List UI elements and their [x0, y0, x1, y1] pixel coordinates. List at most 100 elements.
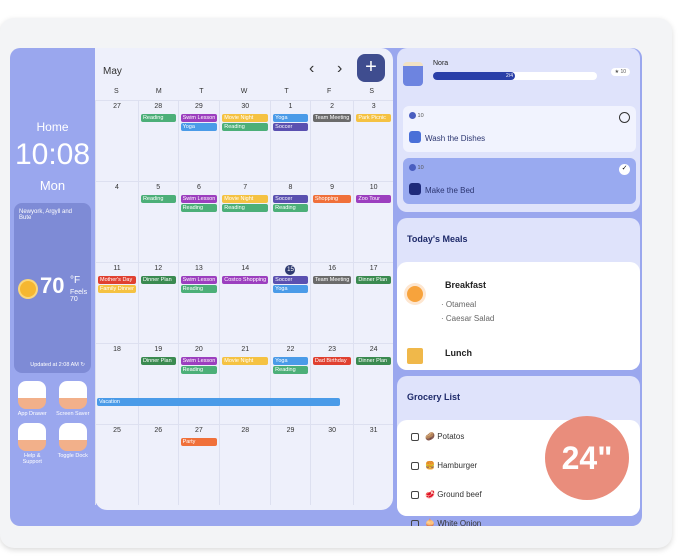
day-cell[interactable]: 23 Dad Birthday	[309, 343, 354, 424]
calendar-event[interactable]: Reading	[180, 285, 218, 293]
calendar-event[interactable]: Reading	[180, 366, 218, 374]
calendar-event[interactable]: Movie Night	[222, 195, 269, 203]
day-cell[interactable]: 16 Team Meeting	[309, 262, 354, 343]
day-cell[interactable]: 19 Dinner Plan	[137, 343, 178, 424]
day-cell[interactable]: 26	[137, 424, 178, 505]
calendar-event[interactable]: Team Meeting	[312, 114, 352, 122]
calendar-event[interactable]: Dinner Plan	[140, 357, 176, 365]
toggle-dock-button[interactable]: Toggle Dock	[55, 423, 92, 465]
calendar-event[interactable]: Reading	[273, 366, 308, 374]
day-cell[interactable]: 8 Soccer Reading	[270, 181, 310, 262]
calendar-event[interactable]: Movie Night	[222, 114, 269, 122]
calendar-event[interactable]: Reading	[222, 123, 269, 131]
calendar-event[interactable]: Soccer	[273, 123, 308, 131]
day-cell[interactable]: 18	[95, 343, 138, 424]
avatar[interactable]	[403, 62, 423, 86]
day-cell[interactable]: 24 Dinner Plan	[353, 343, 393, 424]
calendar-event[interactable]: Reading	[140, 195, 176, 203]
day-cell[interactable]: 4	[95, 181, 138, 262]
day-cell[interactable]: 30	[309, 424, 354, 505]
day-cell[interactable]: 3 Park Picnic	[353, 100, 393, 181]
day-cell[interactable]: 9 Shopping	[309, 181, 354, 262]
grocery-item[interactable]: 🧅 White Onion	[411, 519, 481, 526]
task-make-bed[interactable]: 10 Make the Bed ✓	[403, 158, 636, 204]
help-support-button[interactable]: Help & Support	[14, 423, 51, 465]
day-cell[interactable]: 25	[95, 424, 138, 505]
shortcut-label: Toggle Dock	[57, 453, 88, 459]
calendar-event[interactable]: Dinner Plan	[140, 276, 176, 284]
task-checkbox-checked[interactable]: ✓	[619, 164, 630, 175]
calendar-event[interactable]: Soccer	[273, 276, 308, 284]
calendar-event[interactable]: Reading	[222, 204, 269, 212]
calendar-event[interactable]: Family Dinner	[98, 285, 136, 293]
day-cell[interactable]: 7 Movie Night Reading	[219, 181, 271, 262]
calendar-event[interactable]: Park Picnic	[356, 114, 391, 122]
calendar-event[interactable]: Yoga	[273, 357, 308, 365]
calendar-event[interactable]: Yoga	[273, 114, 308, 122]
day-cell[interactable]: 2 Team Meeting	[309, 100, 354, 181]
day-cell[interactable]: 20 Swim Lesson Reading	[177, 343, 220, 424]
day-cell[interactable]: 1 Yoga Soccer	[270, 100, 310, 181]
food-icon: 🥩	[425, 490, 435, 499]
day-cell[interactable]: 22 Yoga Reading	[270, 343, 310, 424]
calendar-event[interactable]: Shopping	[312, 195, 352, 203]
calendar-event[interactable]: Costco Shopping	[222, 276, 269, 284]
calendar-event[interactable]: Dinner Plan	[356, 276, 391, 284]
calendar-event[interactable]: Dinner Plan	[356, 357, 391, 365]
meal-breakfast[interactable]: Breakfast	[445, 280, 487, 290]
day-cell[interactable]: 29 Swim Lesson Yoga	[177, 100, 220, 181]
grocery-item[interactable]: 🍔 Hamburger	[411, 461, 477, 470]
calendar-event[interactable]: Mother's Day	[98, 276, 136, 284]
weather-widget[interactable]: Newyork, Argyll and Bute 70 °F Feels 70 …	[14, 203, 91, 373]
day-cell[interactable]: 13 Swim Lesson Reading	[177, 262, 220, 343]
day-cell[interactable]: 11 Mother's Day Family Dinner	[95, 262, 138, 343]
prev-month-button[interactable]: ‹	[309, 60, 315, 77]
meal-lunch[interactable]: Lunch	[445, 348, 472, 358]
task-checkbox[interactable]	[619, 112, 630, 123]
day-cell[interactable]: 28	[219, 424, 271, 505]
screen-saver-button[interactable]: Screen Saver	[55, 381, 92, 417]
calendar-event[interactable]: Yoga	[180, 123, 218, 131]
item-checkbox[interactable]	[411, 490, 419, 499]
add-event-button[interactable]: +	[357, 54, 385, 82]
item-checkbox[interactable]	[411, 461, 419, 470]
app-drawer-button[interactable]: App Drawer	[14, 381, 51, 417]
calendar-event[interactable]: Reading	[273, 204, 308, 212]
calendar-event[interactable]: Reading	[140, 114, 176, 122]
grocery-item[interactable]: 🥔 Potatos	[411, 432, 464, 441]
calendar-event[interactable]: Soccer	[273, 195, 308, 203]
calendar-event[interactable]: Reading	[180, 204, 218, 212]
day-cell[interactable]: 27 Party	[177, 424, 220, 505]
day-cell[interactable]: 14 Costco Shopping	[219, 262, 271, 343]
calendar-event[interactable]: Yoga	[273, 285, 308, 293]
calendar-event[interactable]: Swim Lesson	[180, 276, 218, 284]
item-checkbox[interactable]	[411, 519, 419, 526]
calendar-event[interactable]: Party	[180, 438, 218, 446]
shortcut-label: Screen Saver	[56, 411, 90, 417]
next-month-button[interactable]: ›	[337, 60, 343, 77]
calendar-event[interactable]: Movie Night	[222, 357, 269, 365]
calendar-event[interactable]: Swim Lesson	[180, 114, 218, 122]
calendar-event[interactable]: Dad Birthday	[312, 357, 352, 365]
day-cell[interactable]: 10 Zoo Tour	[353, 181, 393, 262]
event-vacation[interactable]: Vacation	[97, 398, 340, 406]
day-cell[interactable]: 31	[353, 424, 393, 505]
calendar-event[interactable]: Swim Lesson	[180, 195, 218, 203]
task-wash-dishes[interactable]: 10 Wash the Dishes	[403, 106, 636, 152]
day-cell[interactable]: 6 Swim Lesson Reading	[177, 181, 220, 262]
calendar-event[interactable]: Swim Lesson	[180, 357, 218, 365]
day-cell[interactable]: 28 Reading	[137, 100, 178, 181]
item-checkbox[interactable]	[411, 432, 419, 441]
day-cell[interactable]: 21 Movie Night	[219, 343, 271, 424]
day-cell[interactable]: 17 Dinner Plan	[353, 262, 393, 343]
day-cell[interactable]: 5 Reading	[137, 181, 178, 262]
calendar-event[interactable]: Team Meeting	[312, 276, 352, 284]
day-cell[interactable]: 27	[95, 100, 138, 181]
day-cell[interactable]: 15 Soccer Yoga	[270, 262, 310, 343]
day-cell[interactable]: 12 Dinner Plan	[137, 262, 178, 343]
day-cell[interactable]: 30 Movie Night Reading	[219, 100, 271, 181]
calendar-event[interactable]: Zoo Tour	[356, 195, 391, 203]
refresh-icon[interactable]: ↻	[80, 362, 85, 368]
grocery-item[interactable]: 🥩 Ground beef	[411, 490, 482, 499]
day-cell[interactable]: 29	[270, 424, 310, 505]
